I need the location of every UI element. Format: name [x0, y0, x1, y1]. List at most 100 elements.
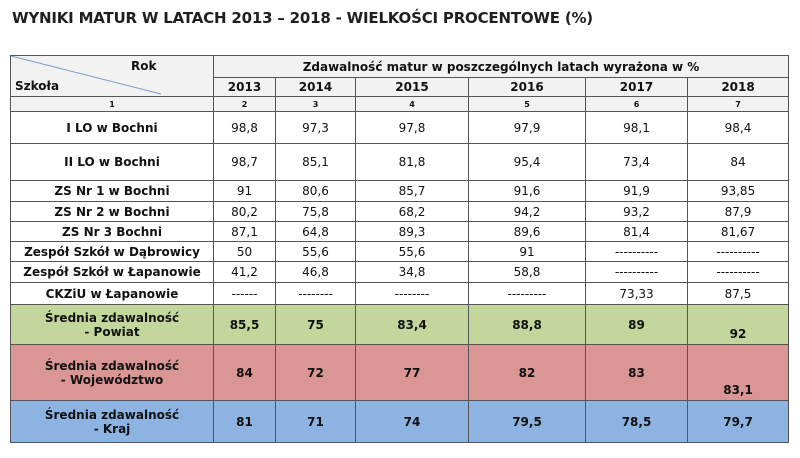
- school-name: CKZiU w Łapanowie: [10, 282, 214, 305]
- value-cell: 98,1: [585, 111, 688, 144]
- average-label-line2: - Powiat: [84, 324, 140, 339]
- value-cell: 73,33: [585, 282, 688, 305]
- value-cell: 91: [213, 180, 276, 202]
- value-cell: --------: [355, 282, 469, 305]
- results-table: Rok Szkoła Zdawalność matur w poszczegól…: [10, 55, 790, 443]
- average-value: 81: [213, 400, 276, 443]
- diagonal-line: [11, 56, 162, 95]
- average-value: 84: [213, 344, 276, 401]
- table-row: ZS Nr 2 w Bochni 80,2 75,8 68,2 94,2 93,2 87,9: [10, 201, 790, 222]
- value-cell: 91: [468, 241, 586, 262]
- average-label-line1: Średnia zdawalność: [44, 310, 180, 325]
- header-corner: Rok Szkoła: [10, 55, 214, 97]
- average-value: 78,5: [585, 400, 688, 443]
- value-cell: 87,5: [686, 282, 790, 305]
- average-value: 89: [585, 304, 688, 345]
- value-cell: 85,1: [275, 143, 356, 181]
- average-value: 83: [585, 344, 688, 401]
- value-cell: 68,2: [355, 201, 469, 222]
- value-cell: 81,4: [585, 221, 688, 242]
- value-cell: 58,8: [468, 261, 586, 283]
- average-value: 82: [468, 344, 586, 401]
- average-label-line1: Średnia zdawalność: [44, 358, 180, 373]
- value-cell: ----------: [585, 241, 688, 262]
- value-cell: 89,6: [468, 221, 586, 242]
- column-number: 2: [213, 96, 276, 112]
- value-cell: 64,8: [275, 221, 356, 242]
- value-cell: 93,85: [686, 180, 790, 202]
- column-number: 4: [355, 96, 469, 112]
- value-cell: 73,4: [585, 143, 688, 181]
- average-value: 83,4: [355, 304, 469, 345]
- value-cell: 84: [686, 143, 790, 181]
- average-value: 75: [275, 304, 356, 345]
- year-header-2017: 2017: [585, 77, 688, 97]
- year-header-2014: 2014: [275, 77, 356, 97]
- value-cell: 98,7: [213, 143, 276, 181]
- value-cell: 41,2: [213, 261, 276, 283]
- value-cell: ---------: [468, 282, 586, 305]
- column-number: 1: [10, 96, 214, 112]
- value-cell: 87,9: [686, 201, 790, 222]
- school-name: II LO w Bochni: [10, 143, 214, 181]
- value-cell: 80,6: [275, 180, 356, 202]
- average-value: 77: [355, 344, 469, 401]
- column-number: 3: [275, 96, 356, 112]
- value-cell: 50: [213, 241, 276, 262]
- column-number: 5: [468, 96, 586, 112]
- year-header-2016: 2016: [468, 77, 586, 97]
- header-rok: Rok: [131, 59, 157, 73]
- average-value: 72: [275, 344, 356, 401]
- average-label-line2: - Województwo: [60, 372, 164, 387]
- average-value: 85,5: [213, 304, 276, 345]
- value-cell: 97,9: [468, 111, 586, 144]
- school-name: ZS Nr 3 Bochni: [10, 221, 214, 242]
- average-value: 83,1: [686, 344, 790, 401]
- table-row: Zespół Szkół w Łapanowie 41,2 46,8 34,8 58,8…: [10, 261, 790, 283]
- average-row: Średnia zdawalność - Województwo 84 72 77 82 8…: [10, 344, 790, 401]
- average-label: Średnia zdawalność - Województwo: [10, 344, 214, 401]
- value-cell: 55,6: [275, 241, 356, 262]
- value-cell: 97,3: [275, 111, 356, 144]
- value-cell: 94,2: [468, 201, 586, 222]
- table-row: II LO w Bochni 98,7 85,1 81,8 95,4 73,4 84: [10, 143, 790, 181]
- value-cell: 46,8: [275, 261, 356, 283]
- value-cell: ----------: [585, 261, 688, 283]
- value-cell: 98,8: [213, 111, 276, 144]
- school-name: Zespół Szkół w Dąbrowicy: [10, 241, 214, 262]
- value-cell: ------: [213, 282, 276, 305]
- column-number: 7: [686, 96, 790, 112]
- school-name: Zespół Szkół w Łapanowie: [10, 261, 214, 283]
- average-row: Średnia zdawalność - Kraj 81 71 74 79,5 78,5 79…: [10, 400, 790, 443]
- average-value: 88,8: [468, 304, 586, 345]
- value-cell: 55,6: [355, 241, 469, 262]
- average-label: Średnia zdawalność - Kraj: [10, 400, 214, 443]
- year-header-2013: 2013: [213, 77, 276, 97]
- value-cell: 75,8: [275, 201, 356, 222]
- school-name: ZS Nr 2 w Bochni: [10, 201, 214, 222]
- column-number: 6: [585, 96, 688, 112]
- value-cell: 81,67: [686, 221, 790, 242]
- value-cell: 85,7: [355, 180, 469, 202]
- value-cell: 91,9: [585, 180, 688, 202]
- average-value: 92: [686, 304, 790, 345]
- value-cell: 80,2: [213, 201, 276, 222]
- value-cell: --------: [275, 282, 356, 305]
- page-title: WYNIKI MATUR W LATACH 2013 – 2018 - WIEL…: [12, 9, 593, 27]
- school-name: ZS Nr 1 w Bochni: [10, 180, 214, 202]
- value-cell: 81,8: [355, 143, 469, 181]
- table-row: I LO w Bochni 98,8 97,3 97,8 97,9 98,1 98,4: [10, 111, 790, 144]
- average-value: 74: [355, 400, 469, 443]
- value-cell: ----------: [686, 241, 790, 262]
- year-header-2015: 2015: [355, 77, 469, 97]
- value-cell: 87,1: [213, 221, 276, 242]
- value-cell: ----------: [686, 261, 790, 283]
- value-cell: 34,8: [355, 261, 469, 283]
- table-row: ZS Nr 3 Bochni 87,1 64,8 89,3 89,6 81,4 81,67: [10, 221, 790, 242]
- value-cell: 93,2: [585, 201, 688, 222]
- value-cell: 98,4: [686, 111, 790, 144]
- table-row: CKZiU w Łapanowie ------ -------- -------- -…: [10, 282, 790, 305]
- value-cell: 95,4: [468, 143, 586, 181]
- header-szkola: Szkoła: [15, 79, 60, 93]
- school-name: I LO w Bochni: [10, 111, 214, 144]
